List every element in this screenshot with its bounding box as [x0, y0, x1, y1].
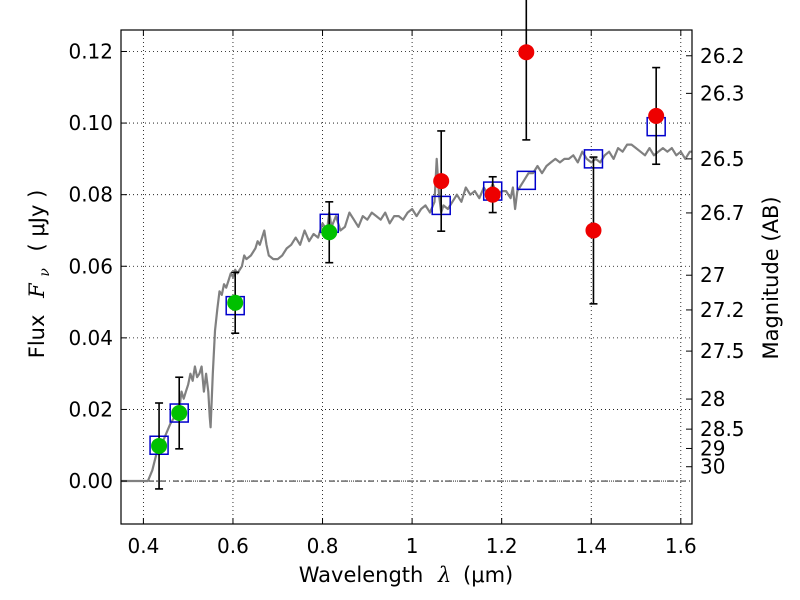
right-tick-label: 27.5	[700, 339, 745, 363]
right-tick-label: 27	[700, 263, 725, 287]
y-axis-label: Flux F ν ( μJy )	[25, 190, 54, 359]
y-axis-label-subscript: ν	[37, 268, 53, 277]
x-tick-label: 0.6	[217, 534, 249, 558]
right-axis-label: Magnitude (AB)	[759, 196, 783, 359]
x-tick-label: 1.2	[486, 534, 518, 558]
right-tick-label: 29	[700, 436, 725, 460]
plot-frame	[120, 29, 693, 525]
x-axis-label-prefix: Wavelength	[299, 563, 424, 587]
y-tick-label: 0.04	[68, 326, 113, 350]
y-tick-label: 0.06	[68, 254, 113, 278]
red-data-point	[585, 222, 602, 239]
right-tick-label: 27.2	[700, 298, 745, 322]
right-tick-label: 28	[700, 387, 725, 411]
model-spectrum	[121, 143, 692, 483]
x-tick-label: 1.4	[575, 534, 607, 558]
x-axis-label-unit: (μm)	[463, 563, 513, 587]
y-tick-label: 0.02	[68, 397, 113, 421]
green-data-point	[171, 405, 188, 422]
model-photometry-square	[516, 170, 537, 191]
x-tick-label: 1	[406, 534, 419, 558]
green-data-point	[151, 437, 168, 454]
red-data-point	[484, 186, 501, 203]
right-tick-label: 30	[700, 455, 725, 479]
y-axis-label-unit: ( μJy )	[25, 190, 49, 252]
right-tick-label: 26.2	[700, 44, 745, 68]
right-tick-label: 26.5	[700, 147, 745, 171]
right-tick-label: 26.3	[700, 81, 745, 105]
y-axis-label-prefix: Flux	[25, 315, 49, 359]
axis-ticks: 0.4 0.6 0.8 1 1.2 1.4 1.6 0.00 0.02 0.04 0.06 0.08 0…	[68, 30, 745, 558]
y-tick-label: 0.00	[68, 469, 113, 493]
red-data-point	[648, 107, 665, 124]
y-tick-label: 0.08	[68, 183, 113, 207]
red-data-point	[433, 173, 450, 190]
x-tick-label: 0.8	[307, 534, 339, 558]
data-markers	[149, 0, 666, 490]
x-tick-label: 1.6	[665, 534, 697, 558]
right-tick-label: 28.5	[700, 417, 745, 441]
y-tick-label: 0.12	[68, 39, 113, 63]
x-tick-label: 0.4	[127, 534, 159, 558]
right-tick-label: 26.7	[700, 201, 745, 225]
spectrum-line	[121, 143, 692, 483]
red-data-point	[518, 44, 535, 61]
x-axis-label: Wavelength λ (μm)	[299, 563, 513, 587]
y-tick-label: 0.10	[68, 111, 113, 135]
y-axis-label-symbol: F	[25, 282, 49, 299]
x-axis-label-symbol: λ	[437, 563, 451, 587]
green-data-point	[227, 294, 244, 311]
green-data-point	[321, 224, 338, 241]
